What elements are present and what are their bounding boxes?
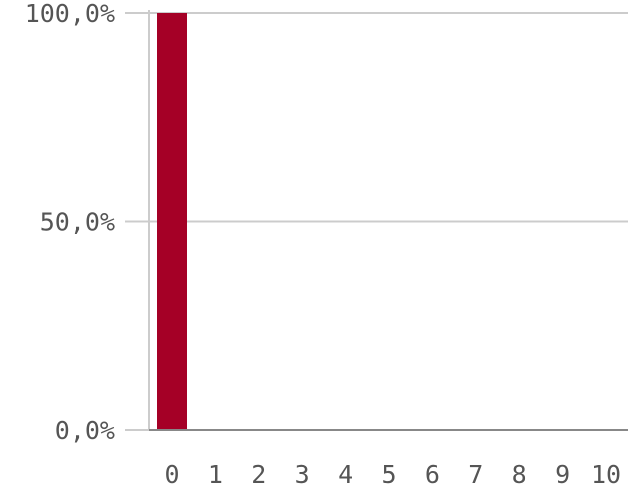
x-tick-labels: 0 1 2 3 4 5 6 7 8 9 10 xyxy=(164,460,621,489)
x-tick-label: 2 xyxy=(251,460,266,489)
x-tick-label: 10 xyxy=(591,460,621,489)
axes xyxy=(125,10,628,431)
bars xyxy=(157,13,187,430)
x-tick-label: 5 xyxy=(381,460,396,489)
gridlines xyxy=(149,12,628,223)
x-tick-label: 0 xyxy=(164,460,179,489)
x-tick-label: 7 xyxy=(468,460,483,489)
x-tick-label: 4 xyxy=(338,460,353,489)
x-tick-label: 9 xyxy=(555,460,570,489)
y-tick-labels: 0,0% 50,0% 100,0% xyxy=(25,0,115,445)
x-tick-label: 3 xyxy=(295,460,310,489)
y-tick-label: 50,0% xyxy=(40,208,115,237)
y-tick-label: 100,0% xyxy=(25,0,115,28)
x-tick-label: 6 xyxy=(425,460,440,489)
x-tick-label: 8 xyxy=(512,460,527,489)
y-tick-label: 0,0% xyxy=(55,416,115,445)
bar xyxy=(157,13,187,430)
x-tick-label: 1 xyxy=(208,460,223,489)
